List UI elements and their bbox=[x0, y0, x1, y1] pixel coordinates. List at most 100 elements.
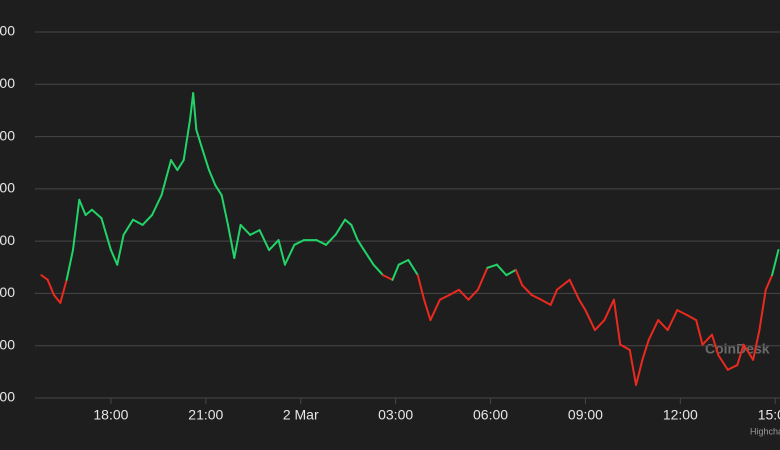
y-tick-label: 3,300 bbox=[0, 127, 15, 143]
x-tick-label: 12:00 bbox=[663, 407, 698, 423]
price-segment bbox=[195, 128, 204, 152]
price-segment bbox=[635, 358, 644, 386]
price-segment bbox=[701, 333, 713, 346]
price-segment bbox=[249, 229, 261, 236]
price-segment bbox=[603, 298, 615, 322]
price-segment bbox=[160, 159, 173, 197]
price-segment bbox=[549, 288, 558, 306]
price-segment bbox=[214, 184, 223, 197]
price-segment bbox=[695, 319, 704, 346]
price-segment bbox=[283, 243, 296, 266]
x-tick-label: 15:00 bbox=[758, 407, 780, 423]
price-segment bbox=[192, 92, 198, 131]
price-segment bbox=[429, 298, 441, 322]
price-segment bbox=[268, 239, 280, 252]
price-segment bbox=[416, 274, 426, 301]
price-segment bbox=[568, 278, 581, 301]
price-segment bbox=[363, 249, 375, 266]
price-segment bbox=[344, 218, 353, 226]
price-segment bbox=[742, 343, 755, 361]
price-segment bbox=[40, 274, 49, 281]
price-segment bbox=[495, 263, 508, 277]
price-segment bbox=[90, 208, 103, 220]
credit: Highcharts.com bbox=[750, 426, 780, 436]
price-segment bbox=[771, 249, 780, 277]
price-segment bbox=[726, 364, 739, 371]
price-segment bbox=[151, 194, 163, 216]
price-segment bbox=[467, 288, 479, 301]
price-segment bbox=[356, 239, 366, 252]
price-segment bbox=[65, 249, 74, 281]
price-segment bbox=[486, 263, 498, 269]
price-segment bbox=[334, 218, 347, 236]
price-segment bbox=[593, 319, 606, 332]
price-segment bbox=[407, 258, 419, 277]
price-segment bbox=[710, 333, 720, 357]
price-segment bbox=[59, 278, 68, 304]
price-segment bbox=[239, 223, 252, 236]
price-segment bbox=[457, 288, 470, 301]
price-segment bbox=[176, 159, 185, 172]
price-segment bbox=[647, 319, 660, 341]
x-tick-label: 09:00 bbox=[568, 407, 603, 423]
price-segment bbox=[220, 194, 229, 226]
y-tick-label: 3,500 bbox=[0, 23, 15, 39]
price-segment bbox=[448, 288, 460, 296]
price-segment bbox=[201, 149, 210, 172]
y-tick-label: 3,400 bbox=[0, 75, 15, 91]
x-tick-label: 03:00 bbox=[378, 407, 413, 423]
price-segment bbox=[612, 298, 622, 346]
price-segment bbox=[122, 218, 135, 236]
price-segment bbox=[438, 293, 451, 301]
price-segment bbox=[372, 263, 384, 277]
price-segment bbox=[514, 268, 524, 287]
price-segment bbox=[258, 229, 271, 252]
price-segment bbox=[350, 223, 359, 242]
price-segment bbox=[628, 348, 638, 386]
price-segment bbox=[685, 313, 698, 322]
price-segment bbox=[233, 223, 242, 259]
price-segment bbox=[423, 298, 432, 322]
price-segment bbox=[78, 198, 87, 216]
y-tick-label: 2,900 bbox=[0, 336, 15, 352]
x-tick-label: 2 Mar bbox=[283, 407, 319, 423]
x-tick-label: 21:00 bbox=[188, 407, 223, 423]
price-segment bbox=[132, 218, 144, 226]
price-segment bbox=[555, 278, 571, 291]
price-segment bbox=[758, 288, 767, 332]
price-segment bbox=[584, 309, 596, 332]
price-segment bbox=[293, 239, 305, 246]
x-tick-label: 06:00 bbox=[473, 407, 508, 423]
price-segment bbox=[657, 319, 669, 332]
price-segment bbox=[52, 293, 62, 304]
x-tick-label: 18:00 bbox=[93, 407, 128, 423]
price-segment bbox=[752, 329, 761, 361]
price-segment bbox=[641, 338, 650, 361]
price-segment bbox=[226, 223, 236, 259]
y-tick-label: 2,800 bbox=[0, 389, 15, 405]
price-segment bbox=[109, 249, 119, 266]
price-segment bbox=[676, 309, 688, 316]
price-segment bbox=[100, 217, 112, 252]
price-segment bbox=[182, 118, 192, 162]
price-segment bbox=[315, 239, 328, 246]
price-segment bbox=[84, 208, 93, 216]
price-segment bbox=[578, 298, 587, 312]
price-segment bbox=[71, 198, 81, 252]
price-segment bbox=[46, 278, 55, 296]
price-segment bbox=[540, 298, 552, 306]
price-segment bbox=[116, 233, 125, 266]
price-segment bbox=[666, 309, 679, 332]
price-segment bbox=[381, 274, 394, 281]
price-segment bbox=[170, 159, 179, 172]
price-segment bbox=[391, 263, 400, 281]
price-segment bbox=[476, 266, 489, 291]
price-segment bbox=[764, 274, 774, 291]
price-segment bbox=[717, 354, 729, 371]
price-segment bbox=[505, 268, 517, 277]
price-segment bbox=[207, 169, 217, 187]
price-segment bbox=[397, 258, 410, 266]
